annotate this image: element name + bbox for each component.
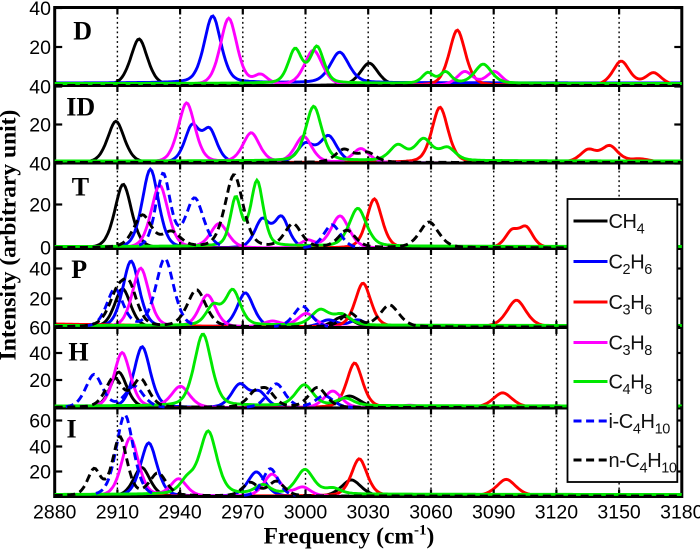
svg-text:40: 40 <box>29 0 51 20</box>
svg-text:60: 60 <box>29 318 51 340</box>
svg-text:2910: 2910 <box>96 502 140 524</box>
svg-text:T: T <box>72 173 89 202</box>
svg-text:40: 40 <box>29 259 51 281</box>
svg-text:D: D <box>73 17 92 46</box>
svg-text:40: 40 <box>29 154 51 176</box>
svg-text:3090: 3090 <box>472 502 516 524</box>
svg-text:2970: 2970 <box>221 502 265 524</box>
svg-text:40: 40 <box>29 437 51 459</box>
svg-text:I: I <box>67 414 77 443</box>
svg-text:3180: 3180 <box>660 502 700 524</box>
svg-text:20: 20 <box>29 370 51 392</box>
svg-text:P: P <box>71 255 87 284</box>
svg-text:20: 20 <box>29 289 51 311</box>
svg-text:Intensity (arbitrary unit): Intensity (arbitrary unit) <box>0 110 22 361</box>
svg-text:2940: 2940 <box>158 502 202 524</box>
svg-text:40: 40 <box>29 77 51 99</box>
svg-text:0: 0 <box>40 238 51 260</box>
svg-text:20: 20 <box>29 462 51 484</box>
svg-text:20: 20 <box>29 195 51 217</box>
svg-text:ID: ID <box>66 93 95 122</box>
svg-text:3060: 3060 <box>409 502 453 524</box>
svg-text:3120: 3120 <box>535 502 579 524</box>
svg-text:60: 60 <box>29 411 51 433</box>
svg-text:3030: 3030 <box>347 502 391 524</box>
svg-text:3000: 3000 <box>284 502 328 524</box>
svg-text:H: H <box>68 337 88 366</box>
svg-text:3150: 3150 <box>597 502 641 524</box>
svg-text:20: 20 <box>29 37 51 59</box>
svg-text:20: 20 <box>29 115 51 137</box>
svg-text:2880: 2880 <box>33 502 77 524</box>
svg-text:40: 40 <box>29 343 51 365</box>
svg-text:Frequency (cm-1): Frequency (cm-1) <box>264 523 435 550</box>
